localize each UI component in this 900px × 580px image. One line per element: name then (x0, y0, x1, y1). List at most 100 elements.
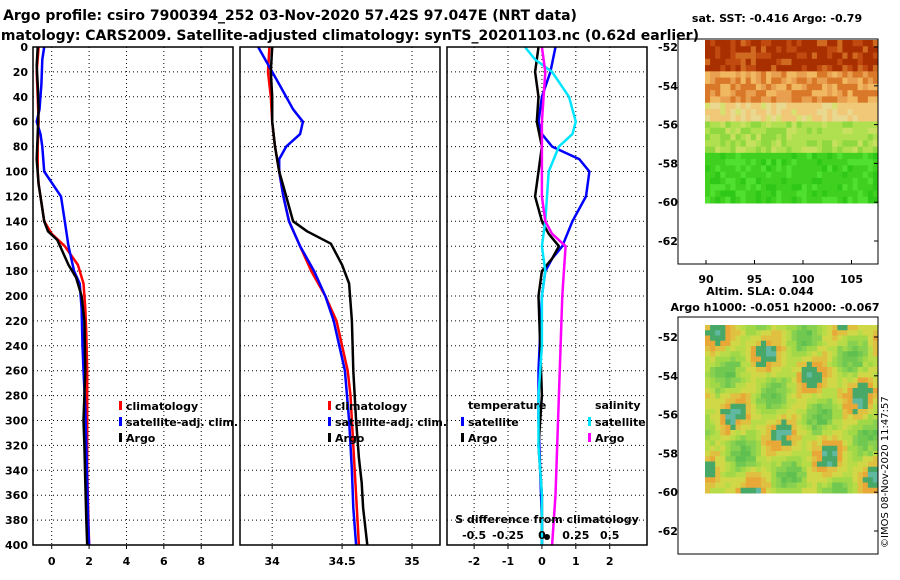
sla-map-cell (725, 361, 731, 368)
sst-map-cell (827, 58, 833, 66)
sst-map-cell (857, 40, 864, 47)
sst-map-cell (872, 190, 879, 198)
lon-tick-label: 100 (792, 273, 815, 286)
sst-map-cell (811, 184, 818, 191)
sst-map-cell (710, 115, 716, 122)
sst-map-cell (776, 115, 782, 122)
sst-map-cell (755, 96, 762, 104)
sla-map-cell (730, 346, 737, 352)
sla-map-cell (822, 351, 828, 357)
sla-map-cell (715, 472, 721, 478)
sla-map-cell (766, 330, 772, 336)
sst-map-cell (867, 177, 874, 185)
sla-map-cell (796, 472, 803, 478)
sla-map-cell (811, 477, 818, 483)
sst-map-cell (776, 159, 782, 166)
sst-map-cell (811, 146, 818, 154)
sla-map-cell (842, 377, 848, 384)
sst-map-cell (715, 190, 721, 198)
sla-map-cell (745, 445, 752, 452)
sst-map-cell (832, 171, 838, 179)
sst-map-cell (760, 90, 767, 97)
sla-map-cell (781, 482, 787, 489)
sst-map-cell (811, 46, 818, 54)
sst-map-cell (847, 83, 854, 91)
sst-map-cell (725, 52, 731, 60)
sst-map-cell (822, 152, 828, 160)
sst-map-cell (776, 90, 782, 97)
sst-map-cell (720, 65, 726, 72)
sla-map-cell (771, 393, 777, 399)
depth-tick-label: 80 (13, 141, 29, 154)
sst-map-cell (740, 71, 747, 79)
sst-map-cell (801, 184, 808, 191)
sla-map-cell (832, 377, 838, 384)
sla-map-cell (806, 398, 813, 405)
sla-map-cell (776, 451, 782, 457)
sst-map-cell (872, 159, 879, 166)
sst-map-cell (710, 152, 716, 160)
sla-map-cell (766, 351, 772, 357)
sst-map-cell (837, 96, 843, 104)
sla-map-cell (745, 403, 752, 410)
sla-map-cell (801, 330, 808, 336)
sla-map-cell (745, 356, 752, 363)
lat-tick-label: -56 (658, 119, 678, 132)
sla-latitude-ticks: -52-54-56-58-60-62 (658, 331, 878, 538)
sla-map-cell (796, 419, 803, 426)
sla-map-cell (791, 430, 798, 436)
sst-map-cell (755, 71, 762, 79)
sla-map-cell (725, 335, 731, 342)
legend-satellite-adj: satellite-adj. clim. (335, 416, 447, 429)
sla-map-cell (740, 409, 747, 415)
sla-map-cell (781, 466, 787, 473)
sla-map-cell (725, 398, 731, 405)
sla-map-cell (806, 340, 813, 347)
sla-map-cell (806, 325, 813, 331)
sst-map-cell (740, 165, 747, 173)
sst-map-cell (735, 171, 742, 179)
sla-map-cell (705, 477, 711, 483)
sla-map-cell (720, 377, 726, 384)
sla-map-cell (816, 325, 823, 331)
sla-map-cell (852, 382, 859, 389)
sla-map-cell (725, 388, 731, 394)
sla-map-cell (832, 424, 838, 431)
sla-map-cell (766, 388, 772, 394)
sla-map-cell (816, 346, 823, 352)
sla-map-cell (867, 445, 874, 452)
sla-map-cell (750, 325, 757, 331)
sla-map-cell (730, 466, 737, 473)
sst-map-cell (842, 134, 848, 141)
sla-map-cell (776, 377, 782, 384)
sla-map-cell (816, 372, 823, 378)
sla-map-cell (791, 487, 798, 494)
sst-map-cell (816, 152, 823, 160)
sla-map-cell (760, 351, 767, 357)
sla-map-cell (827, 388, 833, 394)
sla-map-cell (822, 482, 828, 489)
sla-map-cell (827, 356, 833, 363)
sla-map-cell (725, 482, 731, 489)
sla-map-cell (740, 335, 747, 342)
sla-map-cell (781, 372, 787, 378)
sst-map-cell (847, 115, 854, 122)
sla-map-cell (847, 430, 854, 436)
sla-map-cell (857, 377, 864, 384)
sla-map-cell (796, 482, 803, 489)
sst-map-cell (720, 71, 726, 79)
sla-map-cell (806, 367, 813, 373)
sst-longitude-ticks: 90 95 100 105 (698, 260, 863, 286)
sla-map-cell (822, 382, 828, 389)
sst-map-cell (791, 165, 798, 173)
sst-map-cell (786, 71, 792, 79)
sla-map-cell (771, 430, 777, 436)
sst-map-cell (847, 121, 854, 129)
sst-map-cell (740, 152, 747, 160)
sla-map-cell (735, 466, 742, 473)
sst-map-cell (755, 65, 762, 72)
sla-map-cell (872, 466, 879, 473)
sla-map-cell (796, 477, 803, 483)
sla-map-cell (740, 466, 747, 473)
sla-map-cell (715, 382, 721, 389)
